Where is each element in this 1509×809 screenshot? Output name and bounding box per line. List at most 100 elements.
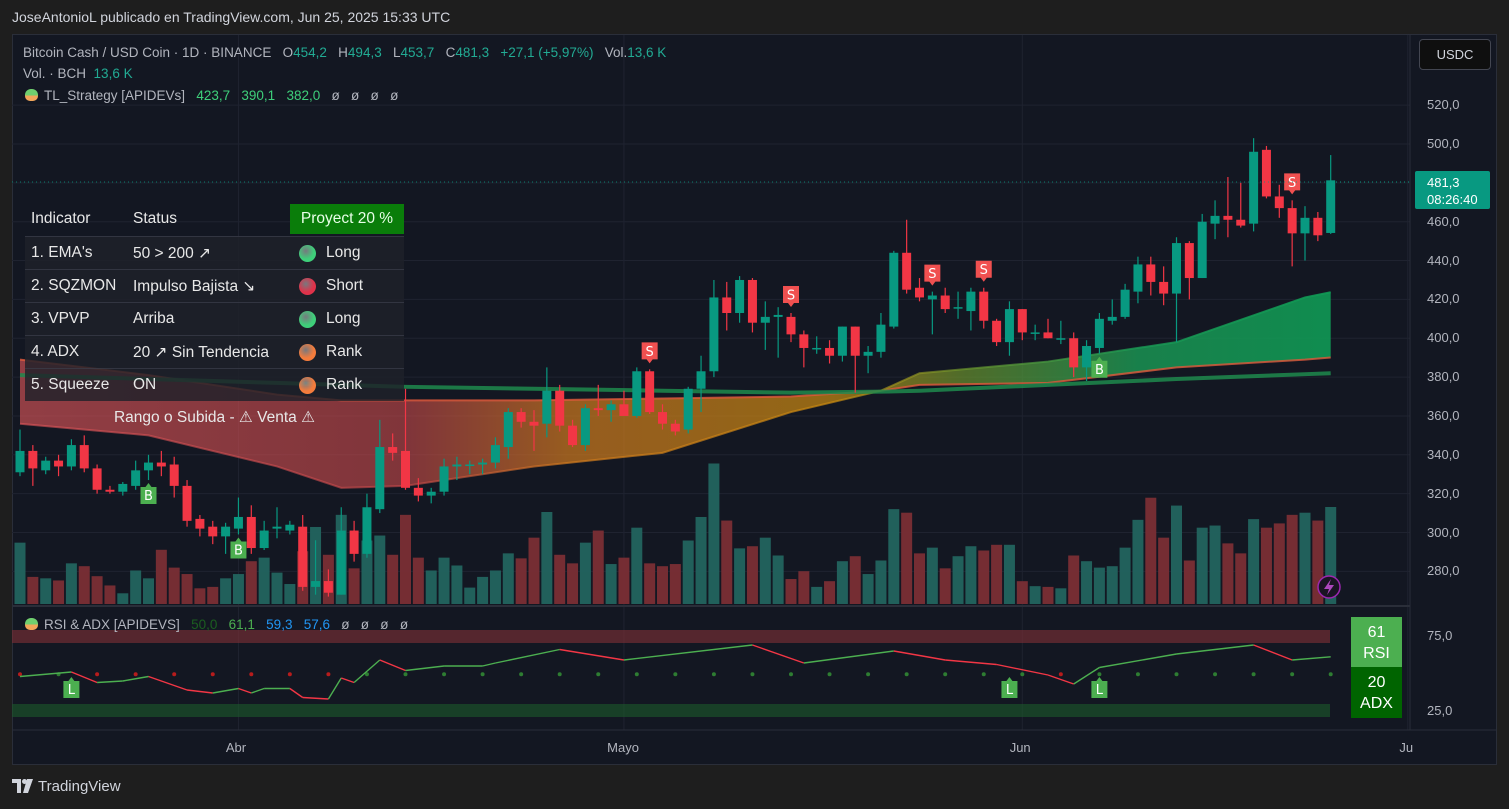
rsi-midline-dot bbox=[403, 672, 408, 677]
oversold-band bbox=[12, 704, 1330, 717]
candle bbox=[54, 454, 64, 477]
rsi-line-segment bbox=[186, 689, 213, 694]
volume-bar bbox=[1081, 561, 1093, 604]
price-tick: 420,0 bbox=[1427, 291, 1460, 307]
candle bbox=[619, 390, 629, 416]
volume-bar bbox=[1145, 497, 1157, 604]
symbol-name[interactable]: Bitcoin Cash / USD Coin · 1D · BINANCE bbox=[23, 45, 272, 60]
candle bbox=[1300, 206, 1310, 261]
candle-body bbox=[979, 291, 989, 321]
volume-bar bbox=[567, 563, 579, 604]
candle bbox=[1094, 312, 1104, 354]
volume-bar bbox=[528, 537, 540, 604]
rsi-tick: 25,0 bbox=[1427, 703, 1453, 718]
rsi-line-segment bbox=[1253, 644, 1293, 661]
candle-body bbox=[992, 320, 1002, 343]
volume-bar bbox=[104, 585, 116, 604]
candle bbox=[632, 367, 642, 418]
candle bbox=[92, 464, 102, 494]
volume-bar bbox=[14, 542, 26, 604]
volume-bar bbox=[425, 570, 437, 604]
candle-body bbox=[182, 485, 192, 521]
ema-fast-line bbox=[19, 291, 1331, 489]
bar-countdown: 08:26:40 bbox=[1427, 192, 1478, 207]
volume-bar bbox=[65, 563, 77, 604]
row-indicator: 3. VPVP bbox=[31, 310, 90, 327]
strategy-empty-value: ø bbox=[331, 88, 340, 103]
price-tick: 520,0 bbox=[1427, 97, 1460, 113]
candle bbox=[709, 279, 719, 378]
rsi-line-segment bbox=[1176, 644, 1254, 655]
rsi-empty-value: ø bbox=[360, 617, 370, 632]
rsi-tick: 75,0 bbox=[1427, 628, 1453, 643]
candle-body bbox=[131, 470, 141, 486]
strategy-legend[interactable]: TL_Strategy [APIDEVs] 423,7 390,1 382,0 … bbox=[25, 88, 398, 103]
candle-body bbox=[902, 252, 912, 290]
volume-bar bbox=[785, 579, 797, 604]
candle bbox=[1249, 138, 1259, 232]
long-signal-label: L bbox=[1006, 683, 1014, 698]
candle-body bbox=[593, 408, 603, 411]
candle-body bbox=[105, 489, 115, 492]
volume-bar bbox=[965, 546, 977, 604]
candle-body bbox=[1172, 243, 1181, 294]
volume-bar bbox=[412, 557, 424, 604]
volume-bar bbox=[168, 567, 180, 604]
candle bbox=[1017, 309, 1027, 341]
ema-ribbon-fill bbox=[20, 292, 1331, 488]
row-indicator: 1. EMA's bbox=[31, 244, 93, 261]
rsi-line-segment bbox=[289, 687, 304, 699]
adx-value: 57,6 bbox=[303, 617, 330, 632]
symbol-legend[interactable]: Bitcoin Cash / USD Coin · 1D · BINANCE O… bbox=[23, 45, 666, 60]
volume-bar bbox=[695, 516, 707, 604]
rsi-line-segment bbox=[893, 650, 946, 661]
lightning-icon[interactable] bbox=[1317, 575, 1341, 599]
price-tick: 380,0 bbox=[1427, 369, 1460, 385]
volume-bar bbox=[1209, 525, 1221, 604]
candle bbox=[992, 318, 1002, 347]
long-signal-shape bbox=[1001, 677, 1018, 698]
price-tick: 300,0 bbox=[1427, 524, 1460, 540]
candle-body bbox=[915, 287, 924, 298]
candle bbox=[105, 485, 115, 494]
candle-body bbox=[323, 581, 333, 593]
price-tick: 280,0 bbox=[1427, 563, 1460, 579]
candle-body bbox=[1082, 346, 1092, 368]
candle bbox=[863, 346, 873, 374]
volume-bar bbox=[978, 550, 990, 604]
candle-body bbox=[645, 371, 655, 413]
strategy-empty-value: ø bbox=[351, 88, 360, 103]
rsi-midline-dot bbox=[519, 672, 524, 677]
candle-body bbox=[298, 526, 308, 587]
volume-bar bbox=[849, 556, 861, 604]
volume-legend[interactable]: Vol. · BCH 13,6 K bbox=[23, 66, 133, 81]
candle bbox=[259, 520, 269, 550]
volume-bar bbox=[811, 586, 823, 604]
candle-body bbox=[696, 371, 706, 389]
sell-signal: S bbox=[641, 342, 658, 364]
candle bbox=[28, 445, 38, 486]
candle bbox=[1082, 340, 1092, 381]
long-signal: L bbox=[63, 677, 80, 698]
candle bbox=[902, 219, 912, 294]
candle bbox=[1146, 256, 1156, 296]
sell-signal-label: S bbox=[787, 288, 795, 303]
tradingview-logo[interactable]: TradingView bbox=[12, 778, 121, 795]
rsi-line-segment bbox=[482, 662, 496, 667]
volume-bar bbox=[1016, 581, 1028, 604]
volume-label: Vol. bbox=[604, 45, 628, 60]
sell-signal: S bbox=[924, 264, 941, 286]
candle bbox=[1313, 211, 1323, 242]
rsi-legend[interactable]: RSI & ADX [APIDEVS] 50,0 61,1 59,3 57,6 … bbox=[25, 617, 408, 632]
strategy-value: 390,1 bbox=[241, 88, 276, 103]
rsi-value: 50,0 bbox=[191, 617, 218, 632]
row-indicator: 2. SQZMON bbox=[31, 277, 117, 294]
candle-body bbox=[28, 450, 38, 469]
price-tick: 460,0 bbox=[1427, 213, 1460, 229]
candle-body bbox=[1184, 243, 1194, 279]
candle bbox=[1210, 200, 1220, 240]
currency-button[interactable]: USDC bbox=[1419, 39, 1491, 70]
row-signal: Short bbox=[326, 277, 364, 294]
candle-body bbox=[580, 408, 590, 446]
